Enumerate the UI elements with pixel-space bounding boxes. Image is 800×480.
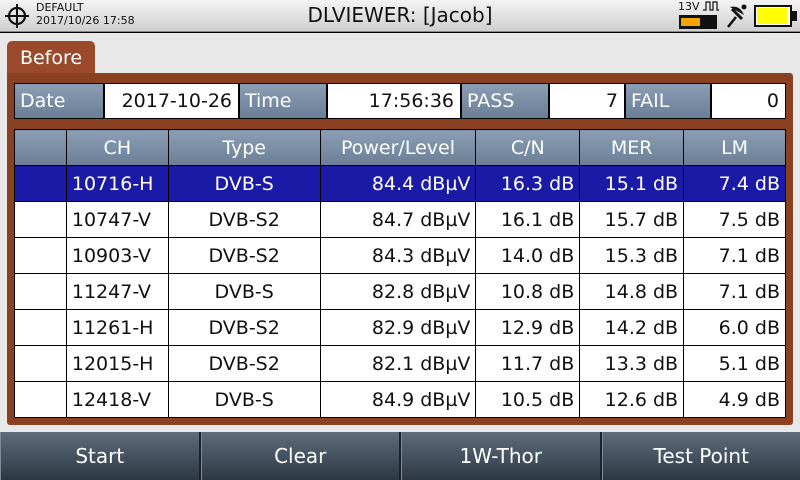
status-bar: DEFAULT 2017/10/26 17:58 DLVIEWER: [Jaco… bbox=[0, 0, 800, 32]
cell-cn: 11.7 dB bbox=[475, 345, 581, 382]
cell-lm: 7.4 dB bbox=[683, 165, 786, 202]
cell-cn: 16.1 dB bbox=[475, 201, 581, 238]
satellite-icon bbox=[727, 4, 747, 28]
screen-title: DLVIEWER: [Jacob] bbox=[307, 3, 493, 27]
header-mer: MER bbox=[579, 129, 685, 166]
cell-type: DVB-S bbox=[167, 381, 321, 418]
pass-label: PASS bbox=[461, 83, 549, 119]
cell-type: DVB-S2 bbox=[167, 309, 321, 346]
cell-mer: 15.1 dB bbox=[579, 165, 685, 202]
cell-mer: 14.2 dB bbox=[579, 309, 685, 346]
cell-power: 84.7 dBµV bbox=[319, 201, 477, 238]
clear-button[interactable]: Clear bbox=[200, 432, 401, 480]
header-type: Type bbox=[167, 129, 321, 166]
header-lm: LM bbox=[683, 129, 786, 166]
pass-value: 7 bbox=[549, 83, 625, 119]
cell-power: 84.3 dBµV bbox=[319, 237, 477, 274]
pulse-icon bbox=[703, 1, 720, 11]
cell-power: 84.4 dBµV bbox=[319, 165, 477, 202]
battery-indicator bbox=[754, 5, 792, 27]
fail-value: 0 bbox=[711, 83, 786, 119]
cell-ch: 11261-H bbox=[65, 309, 169, 346]
time-value: 17:56:36 bbox=[327, 83, 461, 119]
table-row[interactable]: 12418-V DVB-S 84.9 dBµV 10.5 dB 12.6 dB … bbox=[14, 381, 786, 418]
results-frame: Date 2017-10-26 Time 17:56:36 PASS 7 FAI… bbox=[7, 73, 793, 425]
cell-cn: 14.0 dB bbox=[475, 237, 581, 274]
cell-ch: 10903-V bbox=[65, 237, 169, 274]
cell-mer: 15.3 dB bbox=[579, 237, 685, 274]
cell-mer: 12.6 dB bbox=[579, 381, 685, 418]
start-button[interactable]: Start bbox=[0, 432, 201, 480]
date-value: 2017-10-26 bbox=[104, 83, 239, 119]
row-marker bbox=[14, 381, 67, 418]
summary-row: Date 2017-10-26 Time 17:56:36 PASS 7 FAI… bbox=[14, 83, 786, 119]
header-ch: CH bbox=[65, 129, 169, 166]
cell-type: DVB-S bbox=[167, 273, 321, 310]
cell-cn: 16.3 dB bbox=[475, 165, 581, 202]
row-marker bbox=[14, 165, 67, 202]
cell-power: 82.8 dBµV bbox=[319, 273, 477, 310]
cell-type: DVB-S2 bbox=[167, 201, 321, 238]
cell-lm: 4.9 dB bbox=[683, 381, 786, 418]
test-point-button[interactable]: Test Point bbox=[601, 432, 800, 480]
cell-ch: 10747-V bbox=[65, 201, 169, 238]
table-row[interactable]: 10903-V DVB-S2 84.3 dBµV 14.0 dB 15.3 dB… bbox=[14, 237, 786, 274]
table-row[interactable]: 11261-H DVB-S2 82.9 dBµV 12.9 dB 14.2 dB… bbox=[14, 309, 786, 346]
cell-lm: 7.1 dB bbox=[683, 237, 786, 274]
profile-name: DEFAULT bbox=[36, 1, 84, 14]
voltage-level-fill bbox=[681, 18, 700, 26]
header-marker bbox=[14, 129, 67, 166]
main-panel: Before Date 2017-10-26 Time 17:56:36 PAS… bbox=[0, 33, 800, 432]
fail-label: FAIL bbox=[625, 83, 711, 119]
voltage-level-bar bbox=[679, 15, 717, 29]
row-marker bbox=[14, 345, 67, 382]
row-marker bbox=[14, 201, 67, 238]
header-power: Power/Level bbox=[319, 129, 477, 166]
cell-type: DVB-S bbox=[167, 165, 321, 202]
crosshair-logo-icon bbox=[5, 4, 29, 28]
row-marker bbox=[14, 237, 67, 274]
battery-level bbox=[757, 8, 788, 24]
battery-tip bbox=[792, 11, 797, 21]
cell-ch: 12418-V bbox=[65, 381, 169, 418]
cell-type: DVB-S2 bbox=[167, 237, 321, 274]
cell-mer: 15.7 dB bbox=[579, 201, 685, 238]
table-row[interactable]: 11247-V DVB-S 82.8 dBµV 10.8 dB 14.8 dB … bbox=[14, 273, 786, 310]
cell-power: 84.9 dBµV bbox=[319, 381, 477, 418]
table-row[interactable]: 12015-H DVB-S2 82.1 dBµV 11.7 dB 13.3 dB… bbox=[14, 345, 786, 382]
row-marker bbox=[14, 273, 67, 310]
cell-lm: 7.5 dB bbox=[683, 201, 786, 238]
cell-mer: 13.3 dB bbox=[579, 345, 685, 382]
cell-mer: 14.8 dB bbox=[579, 273, 685, 310]
table-row[interactable]: 10747-V DVB-S2 84.7 dBµV 16.1 dB 15.7 dB… bbox=[14, 201, 786, 238]
cell-ch: 12015-H bbox=[65, 345, 169, 382]
lnb-voltage-label: 13V bbox=[678, 0, 700, 13]
cell-ch: 11247-V bbox=[65, 273, 169, 310]
cell-power: 82.1 dBµV bbox=[319, 345, 477, 382]
table-header-row: CH Type Power/Level C/N MER LM bbox=[14, 129, 786, 166]
date-label: Date bbox=[14, 83, 104, 119]
row-marker bbox=[14, 309, 67, 346]
cell-cn: 10.8 dB bbox=[475, 273, 581, 310]
cell-lm: 5.1 dB bbox=[683, 345, 786, 382]
status-datetime: 2017/10/26 17:58 bbox=[36, 14, 135, 27]
cell-type: DVB-S2 bbox=[167, 345, 321, 382]
lnb-voltage: 13V bbox=[678, 0, 720, 13]
table-row[interactable]: 10716-H DVB-S 84.4 dBµV 16.3 dB 15.1 dB … bbox=[14, 165, 786, 202]
profile-info: DEFAULT 2017/10/26 17:58 bbox=[36, 1, 135, 27]
cell-lm: 6.0 dB bbox=[683, 309, 786, 346]
cell-ch: 10716-H bbox=[65, 165, 169, 202]
time-label: Time bbox=[239, 83, 327, 119]
cell-cn: 10.5 dB bbox=[475, 381, 581, 418]
thor-button[interactable]: 1W-Thor bbox=[401, 432, 602, 480]
cell-power: 82.9 dBµV bbox=[319, 309, 477, 346]
results-table: CH Type Power/Level C/N MER LM 10716-H D… bbox=[14, 129, 786, 418]
tab-before[interactable]: Before bbox=[7, 41, 95, 75]
cell-lm: 7.1 dB bbox=[683, 273, 786, 310]
header-cn: C/N bbox=[475, 129, 581, 166]
softkey-bar: Start Clear 1W-Thor Test Point bbox=[0, 432, 800, 480]
cell-cn: 12.9 dB bbox=[475, 309, 581, 346]
